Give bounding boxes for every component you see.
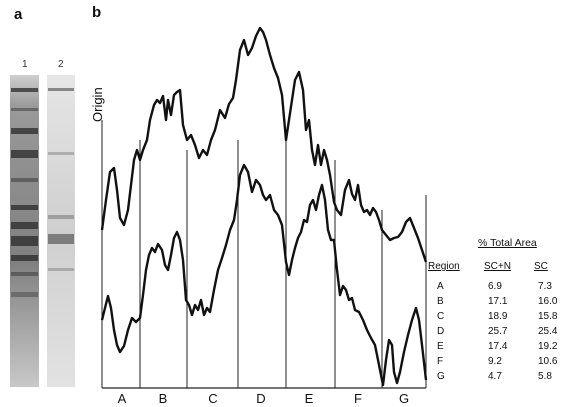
table-row: B 17.1 16.0 — [428, 296, 563, 311]
table-cell-region: A — [437, 281, 444, 292]
table-cell-region: G — [437, 371, 445, 382]
table-row: E 17.4 19.2 — [428, 341, 563, 356]
table-cell-sc-plus-n: 18.9 — [488, 311, 507, 322]
table-cell-sc: 7.3 — [538, 281, 552, 292]
region-label-f: F — [348, 391, 368, 406]
table-row: D 25.7 25.4 — [428, 326, 563, 341]
region-label-a: A — [112, 391, 132, 406]
table-cell-region: D — [437, 326, 444, 337]
table-cell-region: F — [437, 356, 443, 367]
table-row: C 18.9 15.8 — [428, 311, 563, 326]
region-label-c: C — [203, 391, 223, 406]
trace-sc-plus-n — [102, 28, 426, 262]
trace-sc — [102, 165, 426, 385]
table-cell-sc: 25.4 — [538, 326, 557, 337]
table-cell-sc-plus-n: 9.2 — [488, 356, 502, 367]
table-cell-sc: 19.2 — [538, 341, 557, 352]
table-cell-sc: 10.6 — [538, 356, 557, 367]
region-label-e: E — [299, 391, 319, 406]
table-cell-sc-plus-n: 17.4 — [488, 341, 507, 352]
table-cell-region: E — [437, 341, 444, 352]
table-cell-sc: 5.8 — [538, 371, 552, 382]
table-row: A 6.9 7.3 — [428, 281, 563, 296]
table-cell-region: B — [437, 296, 444, 307]
table-cell-sc-plus-n: 4.7 — [488, 371, 502, 382]
table-row: F 9.2 10.6 — [428, 356, 563, 371]
table-header-sc: SC — [534, 261, 548, 272]
table-cell-region: C — [437, 311, 444, 322]
table-header-region: Region — [428, 261, 460, 272]
region-label-g: G — [394, 391, 414, 406]
table-title: % Total Area — [478, 237, 537, 249]
table-header-sc-plus-n: SC+N — [484, 261, 511, 272]
table-cell-sc: 16.0 — [538, 296, 557, 307]
table-cell-sc-plus-n: 6.9 — [488, 281, 502, 292]
table-cell-sc-plus-n: 25.7 — [488, 326, 507, 337]
region-label-d: D — [251, 391, 271, 406]
table-cell-sc-plus-n: 17.1 — [488, 296, 507, 307]
table-cell-sc: 15.8 — [538, 311, 557, 322]
table-row: G 4.7 5.8 — [428, 371, 563, 386]
region-label-b: B — [153, 391, 173, 406]
origin-label: Origin — [90, 87, 105, 122]
